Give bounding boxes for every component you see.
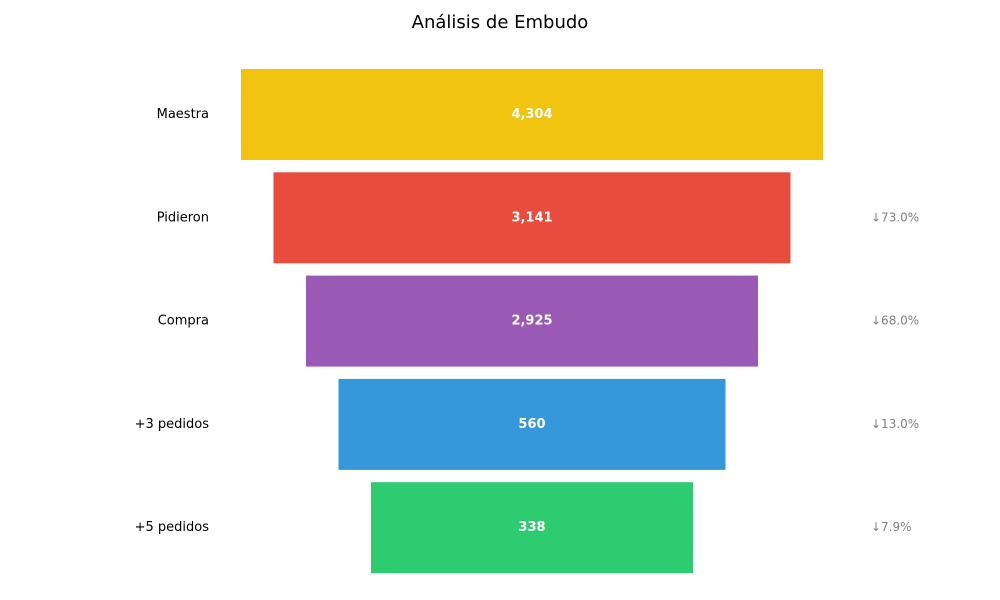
- stage-label-2: Pidieron: [157, 210, 209, 225]
- bar-value-label-3: 2,925: [511, 314, 552, 329]
- stage-label-3: Compra: [158, 314, 209, 329]
- stage-label-1: Maestra: [157, 107, 209, 122]
- bar-value-label-1: 4,304: [511, 107, 552, 122]
- chart-title: Análisis de Embudo: [411, 12, 589, 33]
- bar-value-label-5: 338: [518, 520, 545, 535]
- funnel-bar-4: [338, 378, 726, 470]
- bar-value-label-2: 3,141: [511, 210, 552, 225]
- conversion-label-3: ↓68.0%: [871, 314, 919, 328]
- funnel-bar-1: [241, 69, 823, 160]
- funnel-bar-2: [273, 172, 791, 264]
- conversion-label-5: ↓7.9%: [871, 520, 912, 534]
- stage-label-4: +3 pedidos: [135, 417, 210, 432]
- conversion-label-4: ↓13.0%: [871, 417, 919, 431]
- conversion-label-2: ↓73.0%: [871, 210, 919, 224]
- funnel-bar-5: [371, 482, 693, 574]
- funnel-bar-3: [306, 275, 758, 367]
- bar-value-label-4: 560: [518, 417, 545, 432]
- stage-label-5: +5 pedidos: [135, 520, 210, 535]
